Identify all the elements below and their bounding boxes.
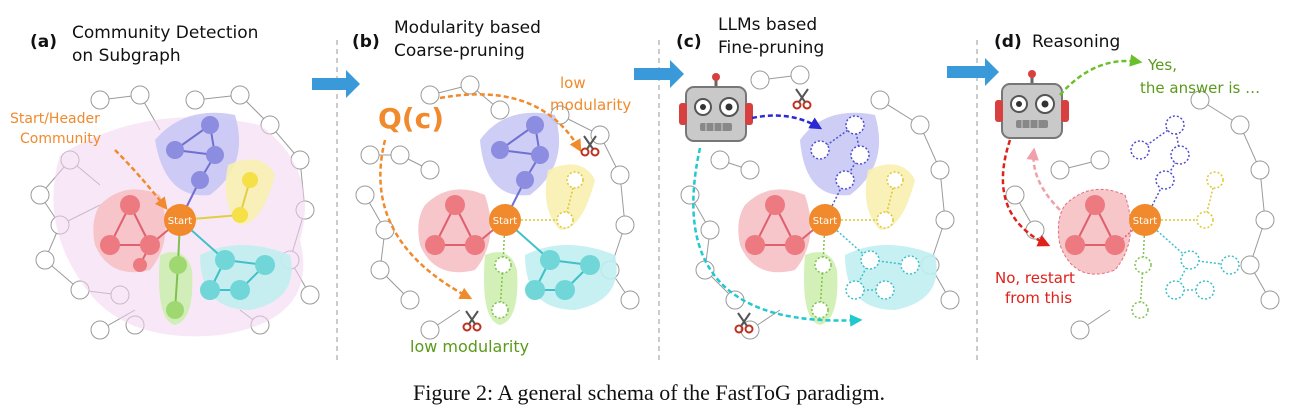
feedback-arrow — [1026, 147, 1061, 211]
yes-answer-line1: Yes, — [1147, 56, 1177, 74]
panel-c-title-line1: LLMs based — [718, 15, 817, 35]
panel-d-title-line1: Reasoning — [1032, 32, 1120, 52]
low-modularity-bottom: low modularity — [410, 337, 529, 356]
panel-a-title-line1: Community Detection — [72, 23, 258, 43]
start-node-c-label: Start — [813, 216, 838, 227]
yes-arrow — [1059, 54, 1143, 96]
restart-arrow — [1001, 139, 1051, 247]
start-node-a — [164, 204, 196, 236]
low-modularity-top-line1: low — [560, 74, 586, 92]
robot-icon — [993, 68, 1071, 140]
panel-d-letter: (d) — [994, 32, 1022, 52]
start-node-c — [809, 204, 841, 236]
panel-b-title-line2: Coarse-pruning — [394, 41, 525, 61]
panel-b-letter: (b) — [352, 32, 380, 52]
start-node-b-label: Start — [493, 216, 518, 227]
start-node-d-label: Start — [1133, 216, 1158, 227]
scissors-icon — [792, 88, 812, 110]
restart-label-line2: from this — [1005, 289, 1072, 307]
right-arrow-icon — [634, 60, 684, 88]
start-pointer-arrow — [114, 149, 168, 210]
panel-c-graph: Start — [677, 65, 960, 340]
start-node-d — [1129, 204, 1161, 236]
right-arrow-icon — [312, 70, 360, 98]
panel-c-title: (c) LLMs based Fine-pruning — [676, 15, 824, 58]
figure-caption: Figure 2: A general schema of the FastTo… — [413, 380, 885, 405]
panel-b-title-line1: Modularity based — [394, 18, 541, 38]
start-header-label-line1: Start/Header — [10, 111, 100, 127]
panel-d-graph: Start Yes, the answer is … No, restart f… — [993, 54, 1280, 340]
panel-a-title: (a) Community Detection on Subgraph — [30, 23, 258, 66]
qc-arrow-low — [379, 139, 473, 300]
start-node-b — [489, 204, 521, 236]
robot-icon — [677, 71, 755, 143]
start-header-label-line2: Community — [20, 131, 101, 147]
llm-arrow-purple — [751, 114, 823, 130]
qc-label: Q(c) — [378, 102, 444, 135]
panel-b-graph: Start Q(c) low modularity low modularity — [355, 74, 640, 356]
restart-label-line1: No, restart — [995, 269, 1075, 287]
llm-arrow-cyan — [692, 147, 863, 327]
yes-answer-line2: the answer is … — [1140, 79, 1260, 97]
low-modularity-top-line2: modularity — [550, 96, 631, 114]
panel-c-title-line2: Fine-pruning — [718, 38, 824, 58]
panel-a-graph: Start Start/Header Community — [10, 85, 320, 340]
panel-a-letter: (a) — [30, 32, 57, 52]
scissors-icon — [462, 310, 482, 332]
panel-b-title: (b) Modularity based Coarse-pruning — [352, 18, 541, 61]
start-node-a-label: Start — [168, 216, 193, 227]
purple-community-region — [155, 112, 240, 196]
panel-d-title: (d) Reasoning — [994, 32, 1120, 52]
panel-a-title-line2: on Subgraph — [72, 46, 181, 66]
right-arrow-icon — [947, 58, 999, 86]
panel-c-letter: (c) — [676, 32, 702, 52]
